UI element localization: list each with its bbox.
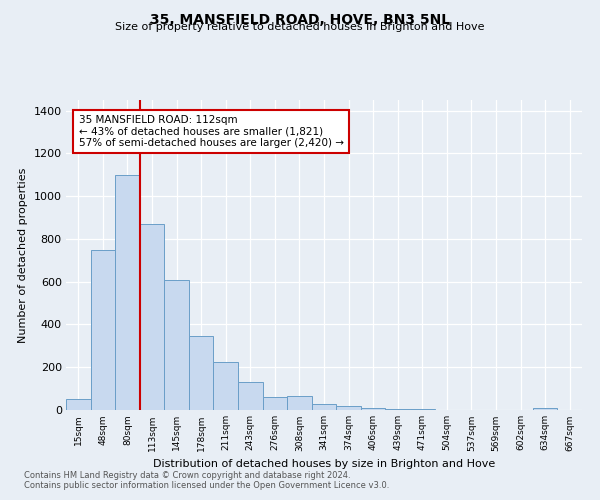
Bar — [312, 404, 336, 410]
Bar — [533, 408, 557, 410]
Text: Contains public sector information licensed under the Open Government Licence v3: Contains public sector information licen… — [24, 481, 389, 490]
Bar — [263, 397, 287, 410]
Bar — [336, 406, 361, 410]
Bar — [287, 396, 312, 410]
Text: Size of property relative to detached houses in Brighton and Hove: Size of property relative to detached ho… — [115, 22, 485, 32]
Bar — [214, 362, 238, 410]
Text: 35, MANSFIELD ROAD, HOVE, BN3 5NL: 35, MANSFIELD ROAD, HOVE, BN3 5NL — [150, 12, 450, 26]
Bar — [361, 408, 385, 410]
Bar — [385, 409, 410, 410]
Bar — [164, 280, 189, 410]
Bar — [115, 175, 140, 410]
Bar — [66, 400, 91, 410]
Text: Contains HM Land Registry data © Crown copyright and database right 2024.: Contains HM Land Registry data © Crown c… — [24, 471, 350, 480]
X-axis label: Distribution of detached houses by size in Brighton and Hove: Distribution of detached houses by size … — [153, 459, 495, 469]
Bar — [189, 336, 214, 410]
Bar — [140, 224, 164, 410]
Bar — [91, 250, 115, 410]
Text: 35 MANSFIELD ROAD: 112sqm
← 43% of detached houses are smaller (1,821)
57% of se: 35 MANSFIELD ROAD: 112sqm ← 43% of detac… — [79, 115, 344, 148]
Y-axis label: Number of detached properties: Number of detached properties — [18, 168, 28, 342]
Bar — [238, 382, 263, 410]
